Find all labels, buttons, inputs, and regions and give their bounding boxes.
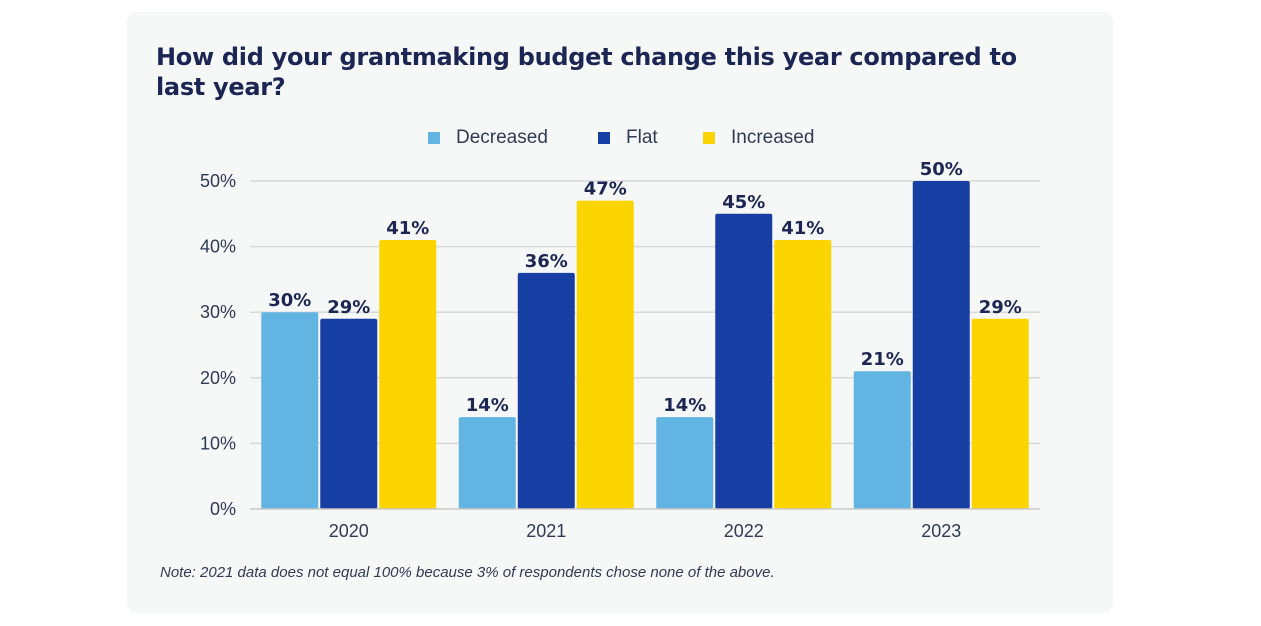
bar [458,417,516,509]
y-tick-label: 10% [200,433,236,453]
data-label: 36% [525,251,568,272]
x-tick-label: 2023 [921,521,961,541]
bar [774,240,832,510]
bar [517,272,575,509]
data-label: 14% [663,395,706,416]
legend-swatch-decreased [428,132,440,144]
legend-label-increased: Increased [731,127,815,148]
bar [971,318,1029,509]
bar [853,371,911,509]
y-tick-label: 20% [200,368,236,388]
chart-title: How did your grantmaking budget change t… [156,43,1017,101]
data-label: 30% [268,290,311,311]
bar [715,213,773,510]
legend-item-decreased: Decreased [428,127,548,149]
legend-label-flat: Flat [626,127,658,148]
bar [379,240,437,510]
legend: Decreased Flat Increased [0,127,1261,151]
data-label: 41% [386,218,429,239]
data-label: 29% [979,297,1022,318]
bar [912,181,970,509]
data-label: 47% [584,179,627,200]
data-label: 41% [781,218,824,239]
chart-note: Note: 2021 data does not equal 100% beca… [160,564,775,581]
bar [576,200,634,509]
y-tick-label: 0% [210,499,236,519]
x-tick-label: 2022 [724,521,764,541]
data-label: 29% [327,297,370,318]
x-tick-label: 2020 [329,521,369,541]
y-tick-label: 40% [200,237,236,257]
y-tick-label: 50% [200,171,236,191]
legend-item-increased: Increased [703,127,814,149]
legend-label-decreased: Decreased [456,127,548,148]
bar [261,312,319,509]
legend-swatch-increased [703,132,715,144]
x-tick-label: 2021 [526,521,566,541]
bar [320,318,378,509]
bar [656,417,714,509]
data-label: 21% [861,349,904,370]
data-label: 45% [722,192,765,213]
data-label: 50% [920,159,963,180]
data-label: 14% [466,395,509,416]
legend-swatch-flat [598,132,610,144]
legend-item-flat: Flat [598,127,658,149]
y-tick-label: 30% [200,302,236,322]
